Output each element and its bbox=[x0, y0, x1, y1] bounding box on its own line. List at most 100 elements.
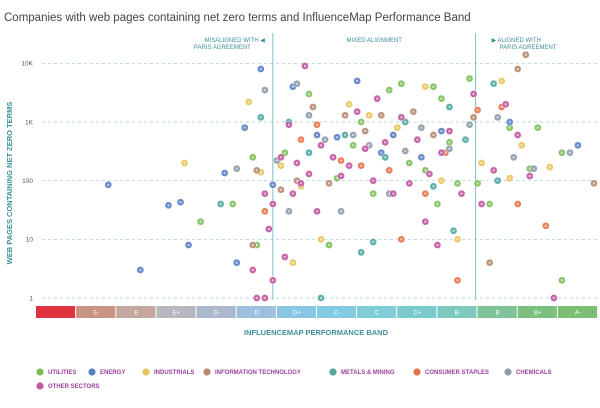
band-label: E- bbox=[93, 311, 99, 317]
data-point-center bbox=[460, 192, 463, 195]
data-point-center bbox=[295, 82, 299, 85]
data-point-center bbox=[343, 114, 347, 117]
data-point-center bbox=[343, 133, 347, 137]
data-point-center bbox=[516, 202, 519, 206]
data-point-center bbox=[440, 179, 443, 182]
data-point-center bbox=[380, 151, 383, 154]
y-tick-label: 10K bbox=[21, 61, 33, 68]
data-point-center bbox=[552, 296, 556, 300]
data-point-center bbox=[331, 156, 335, 159]
data-point-center bbox=[504, 103, 507, 106]
data-point-center bbox=[363, 129, 367, 133]
data-point-center bbox=[259, 67, 262, 71]
data-point-center bbox=[508, 177, 511, 180]
data-point-center bbox=[307, 172, 311, 176]
data-point-center bbox=[367, 114, 371, 117]
data-point-center bbox=[187, 243, 190, 247]
data-point-center bbox=[255, 169, 258, 172]
band-label: D bbox=[255, 311, 260, 317]
data-point-center bbox=[560, 279, 564, 282]
data-point-center bbox=[295, 179, 299, 182]
data-point-center bbox=[496, 179, 499, 182]
region-label-aligned: ▶ ALIGNED WITH bbox=[492, 38, 541, 44]
data-point-center bbox=[219, 202, 222, 206]
data-point-center bbox=[448, 105, 451, 109]
data-point-center bbox=[279, 164, 283, 167]
data-point-center bbox=[307, 92, 311, 96]
data-point-center bbox=[139, 268, 142, 272]
region-label-aligned-line2: PARIS AGREEMENT bbox=[500, 45, 557, 51]
band-1 bbox=[76, 306, 116, 318]
band-label: A- bbox=[575, 311, 581, 317]
data-point-center bbox=[167, 204, 170, 207]
legend-marker bbox=[36, 368, 44, 376]
data-point-center bbox=[355, 79, 359, 83]
data-point-center bbox=[420, 156, 423, 159]
legend-label: CHEMICALS bbox=[516, 370, 552, 376]
data-point-center bbox=[283, 255, 287, 259]
band-label: D- bbox=[213, 311, 219, 317]
data-point-center bbox=[291, 85, 295, 88]
data-point-center bbox=[327, 243, 331, 247]
data-point-center bbox=[243, 126, 246, 129]
band-label: B- bbox=[455, 311, 461, 317]
data-point-center bbox=[568, 151, 572, 154]
data-point-center bbox=[315, 123, 319, 126]
data-point-center bbox=[384, 156, 387, 159]
data-point-center bbox=[267, 227, 271, 231]
data-point-center bbox=[392, 192, 395, 195]
legend-label: INDUSTRIALS bbox=[154, 370, 194, 376]
y-tick-label: 100 bbox=[22, 178, 33, 185]
data-point-center bbox=[456, 279, 459, 282]
data-point-center bbox=[271, 202, 275, 206]
data-point-center bbox=[327, 182, 331, 185]
data-point-center bbox=[339, 159, 343, 162]
data-point-center bbox=[408, 161, 411, 165]
data-point-center bbox=[355, 110, 359, 113]
data-point-center bbox=[480, 161, 483, 165]
data-point-center bbox=[372, 179, 375, 182]
data-point-center bbox=[279, 156, 283, 159]
data-point-center bbox=[247, 100, 250, 104]
data-point-center bbox=[347, 103, 351, 106]
data-point-center bbox=[179, 200, 182, 204]
data-point-center bbox=[560, 151, 564, 154]
legend-marker bbox=[504, 368, 512, 376]
legend-marker bbox=[329, 368, 337, 376]
data-point-center bbox=[488, 202, 491, 206]
region-label-misaligned: MISALIGNED WITH ◀ bbox=[205, 38, 266, 44]
data-point-center bbox=[231, 202, 234, 206]
data-point-center bbox=[416, 138, 419, 141]
data-point-center bbox=[291, 261, 295, 264]
data-point-center bbox=[271, 183, 275, 187]
data-point-center bbox=[299, 138, 303, 141]
data-point-center bbox=[263, 210, 267, 213]
data-point-center bbox=[275, 159, 279, 162]
data-point-center bbox=[199, 220, 202, 223]
data-point-center bbox=[311, 105, 315, 109]
data-point-center bbox=[456, 182, 459, 185]
band-label: E bbox=[134, 311, 138, 317]
band-7 bbox=[317, 306, 357, 318]
data-point-center bbox=[283, 151, 287, 154]
data-point-center bbox=[359, 120, 363, 124]
band-13 bbox=[557, 306, 597, 318]
data-point-center bbox=[424, 192, 427, 195]
data-point-center bbox=[315, 210, 319, 213]
data-point-center bbox=[524, 53, 527, 56]
data-point-center bbox=[440, 97, 443, 100]
data-point-center bbox=[432, 133, 435, 137]
data-point-center bbox=[303, 64, 307, 68]
data-points bbox=[104, 50, 598, 302]
chart-title: Companies with web pages containing net … bbox=[4, 12, 471, 24]
data-point-center bbox=[388, 88, 391, 92]
data-point-center bbox=[183, 161, 186, 165]
band-label: B+ bbox=[534, 311, 542, 317]
data-point-center bbox=[532, 167, 535, 170]
data-point-center bbox=[359, 164, 363, 167]
band-label: B bbox=[496, 311, 500, 317]
y-tick-label: 1 bbox=[29, 295, 33, 302]
x-axis-label: INFLUENCEMAP PERFORMANCE BAND bbox=[244, 328, 389, 337]
data-point-center bbox=[544, 224, 548, 228]
